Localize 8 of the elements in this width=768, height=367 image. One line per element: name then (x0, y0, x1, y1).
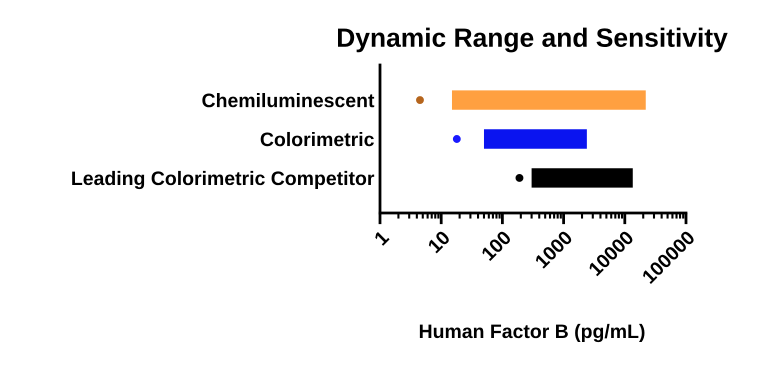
y-tick-label: Chemiluminescent (202, 93, 374, 108)
y-tick-label: Leading Colorimetric Competitor (72, 170, 374, 190)
y-tick-label: Colorimetric (260, 132, 374, 146)
chart-title: Dynamic Range and Sensitivity (338, 28, 728, 52)
x-tick-label: 10 (427, 230, 451, 254)
x-axis-title: Human Factor B (pg/mL) (420, 324, 644, 342)
x-tick-label: 1 (374, 230, 390, 246)
x-tick-label: 100 (480, 230, 512, 262)
